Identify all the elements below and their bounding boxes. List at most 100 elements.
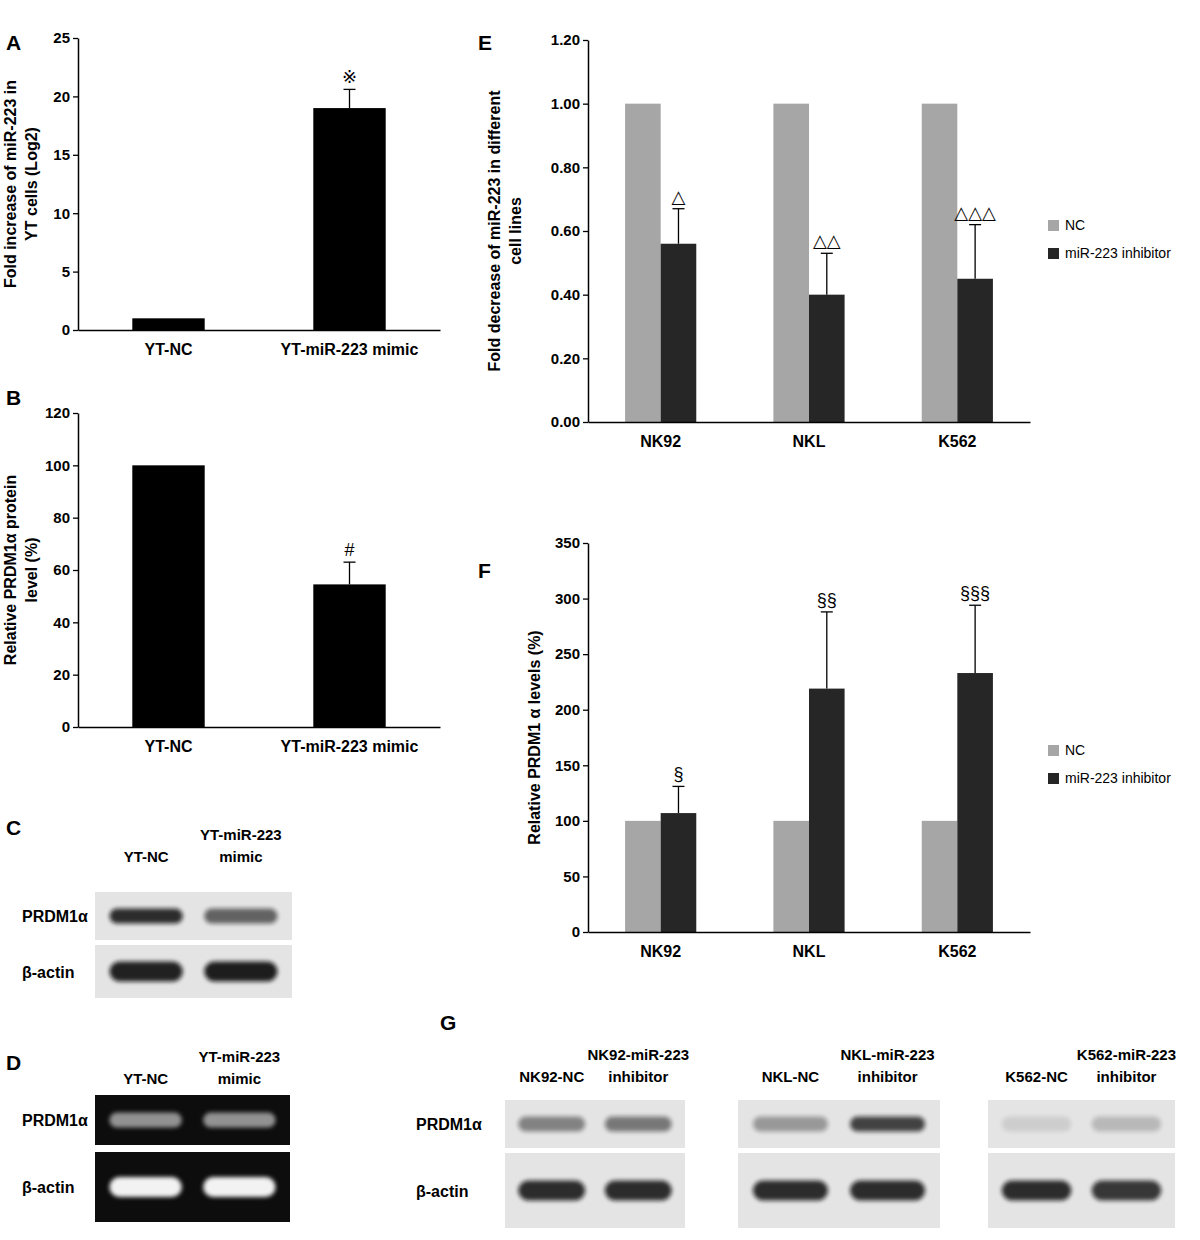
significance-mark: §§§	[960, 583, 990, 603]
band	[850, 1117, 925, 1132]
y-tick: 0	[572, 923, 588, 940]
y-tick-mark	[73, 570, 78, 571]
y-tick-label: 20	[53, 88, 70, 105]
y-tick: 20	[53, 88, 78, 105]
band	[110, 962, 183, 982]
y-tick: 0	[62, 321, 78, 338]
y-tick-label: 5	[62, 263, 70, 280]
x-axis: YT-NC YT-miR-223 mimic	[79, 331, 441, 359]
significance-mark: △△△	[954, 203, 996, 223]
membrane	[738, 1153, 940, 1228]
panel: F050100150200250300350NK92NKLK562Relativ…	[478, 534, 1171, 960]
membrane	[988, 1100, 1175, 1148]
gel-lane-strip	[95, 1095, 290, 1145]
band	[204, 962, 277, 982]
y-tick: 100	[555, 812, 588, 829]
band	[1002, 1117, 1071, 1132]
error-bar-cap	[672, 208, 684, 209]
error-bar-stem	[974, 225, 975, 279]
y-tick: 0.20	[551, 350, 588, 367]
error-bar	[344, 562, 356, 584]
y-tick-label: 250	[555, 645, 580, 662]
y-tick: 0.00	[551, 413, 588, 430]
x-tick-label: NKL	[793, 943, 826, 960]
bar	[922, 821, 958, 932]
y-axis-title-line: level (%)	[23, 538, 40, 603]
y-tick-mark	[583, 543, 588, 544]
lane-label-line: YT-NC	[124, 848, 169, 865]
lane-label-line: mimic	[218, 1070, 261, 1087]
y-tick: 40	[53, 614, 78, 631]
x-tick: NK92	[640, 433, 681, 450]
y-tick-label: 0	[62, 321, 70, 338]
x-axis-line	[79, 727, 441, 729]
band	[109, 1113, 181, 1128]
band	[605, 1181, 672, 1201]
band	[1092, 1117, 1161, 1132]
error-bar	[672, 209, 684, 244]
y-tick-mark	[73, 413, 78, 414]
y-tick-mark	[583, 104, 588, 105]
band	[204, 909, 277, 924]
band	[753, 1181, 828, 1201]
x-tick: YT-miR-223 mimic	[281, 341, 419, 358]
y-tick-mark	[73, 271, 78, 272]
y-tick-label: 0.60	[551, 222, 580, 239]
lane-label: YT-miR-223mimic	[199, 1048, 281, 1087]
y-tick-label: 350	[555, 534, 580, 551]
x-tick: YT-NC	[145, 738, 193, 755]
legend-item: NC	[1048, 742, 1085, 758]
lane-label: YT-miR-223mimic	[200, 826, 282, 865]
y-tick-mark	[73, 213, 78, 214]
x-tick-label: NKL	[793, 433, 826, 450]
y-tick-label: 100	[45, 457, 70, 474]
y-tick-mark	[583, 654, 588, 655]
y-axis-title-line: YT cells (Log2)	[23, 127, 40, 241]
y-tick-mark	[583, 40, 588, 41]
membrane	[505, 1100, 685, 1148]
band	[518, 1181, 585, 1201]
significance-mark: #	[344, 540, 354, 560]
y-tick-mark	[583, 876, 588, 877]
membrane	[95, 892, 292, 940]
error-bar	[821, 253, 833, 294]
panel: CYT-NCYT-miR-223mimicPRDM1αβ-actin	[6, 816, 292, 998]
y-tick-label: 0.00	[551, 413, 580, 430]
y-tick-label: 1.20	[551, 31, 580, 48]
y-tick-label: 0.40	[551, 286, 580, 303]
lane-label-line: YT-miR-223	[200, 826, 282, 843]
legend-item: miR-223 inhibitor	[1048, 770, 1171, 786]
band	[518, 1117, 585, 1132]
y-tick: 0	[62, 718, 78, 735]
lane-label-line: NK92-NC	[519, 1068, 584, 1085]
lane-label-line: NKL-NC	[762, 1068, 820, 1085]
x-tick: NKL	[793, 943, 826, 960]
lane-label: NK92-NC	[519, 1068, 584, 1085]
band	[203, 1177, 275, 1197]
error-bar-stem	[349, 562, 350, 584]
bar	[809, 295, 845, 422]
y-axis: 020406080100120	[45, 404, 79, 735]
x-tick-label: YT-miR-223 mimic	[281, 738, 419, 755]
y-tick: 50	[563, 868, 588, 885]
x-axis: NK92NKLK562	[589, 933, 1031, 961]
y-tick: 120	[45, 404, 78, 421]
y-axis-title: Relative PRDM1 α levels (%)	[526, 630, 543, 844]
y-tick-mark	[73, 96, 78, 97]
panel-letter: A	[6, 31, 21, 54]
x-tick-label: YT-NC	[145, 341, 193, 358]
lane-label: YT-NC	[123, 1070, 168, 1087]
y-tick-label: 50	[563, 868, 580, 885]
y-tick-mark	[583, 710, 588, 711]
panel: B020406080100120YT-NCYT-miR-223 mimicRel…	[2, 386, 441, 755]
row-label: PRDM1α	[22, 908, 88, 925]
error-bar-cap	[344, 89, 356, 90]
y-axis-title: Relative PRDM1α proteinlevel (%)	[2, 475, 40, 665]
band	[1092, 1181, 1161, 1201]
row-label: β-actin	[22, 1179, 74, 1196]
band	[109, 1177, 181, 1197]
y-tick-mark	[583, 358, 588, 359]
y-tick-label: 0	[572, 923, 580, 940]
y-tick-mark	[73, 38, 78, 39]
y-axis: 050100150200250300350	[555, 534, 589, 940]
